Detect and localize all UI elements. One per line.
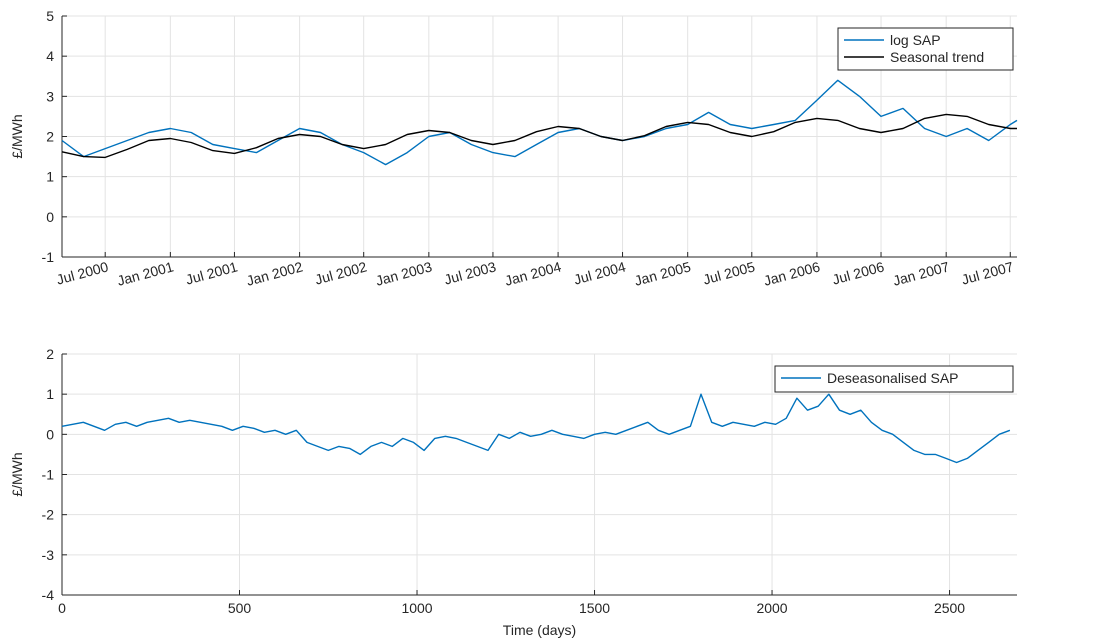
y-tick-label: -1 bbox=[42, 249, 55, 265]
x-tick-label: Jan 2002 bbox=[245, 258, 305, 288]
y-tick-label: -2 bbox=[42, 507, 55, 523]
x-tick-label: 0 bbox=[58, 600, 66, 616]
x-tick-label: Jul 2006 bbox=[831, 258, 886, 287]
y-tick-label: 3 bbox=[46, 88, 54, 104]
x-tick-label: 2000 bbox=[756, 600, 787, 616]
x-tick-label: Jul 2007 bbox=[960, 258, 1015, 287]
legend-label: Deseasonalised SAP bbox=[827, 370, 959, 386]
legend-label: log SAP bbox=[890, 32, 941, 48]
x-tick-label: Jan 2005 bbox=[633, 258, 693, 288]
x-tick-label: 2500 bbox=[934, 600, 965, 616]
y-tick-label: 2 bbox=[46, 129, 54, 145]
y-tick-label: 0 bbox=[46, 209, 54, 225]
x-tick-label: 500 bbox=[228, 600, 252, 616]
y-tick-label: -1 bbox=[42, 467, 55, 483]
x-tick-label: 1000 bbox=[401, 600, 432, 616]
y-tick-label: 2 bbox=[46, 346, 54, 362]
y-axis-label: £/MWh bbox=[9, 452, 25, 496]
x-tick-label: Jul 2005 bbox=[701, 258, 756, 287]
series-line-deseasonalised-sap bbox=[61, 393, 1011, 464]
y-tick-label: 5 bbox=[46, 8, 54, 24]
y-axis-label: £/MWh bbox=[9, 114, 25, 158]
x-tick-label: Jul 2002 bbox=[313, 258, 368, 287]
top-plot: -1 0 1 2 3 4 5 Jul 2000 Jan 2001 Jul 2001 Jan 2002… bbox=[9, 8, 1018, 289]
x-tick-label: Jan 2007 bbox=[891, 258, 951, 288]
y-tick-label: -3 bbox=[42, 547, 55, 563]
y-tick-label: 4 bbox=[46, 48, 54, 64]
x-axis-label: Time (days) bbox=[503, 622, 576, 638]
series-line-log-sap bbox=[61, 79, 1018, 166]
x-tick-label: Jan 2001 bbox=[115, 258, 175, 288]
bottom-plot: -4 -3 -2 -1 0 1 2 0 500 1000 1500 2000 2500 £/MWh Time… bbox=[9, 346, 1017, 638]
x-tick-label: Jul 2001 bbox=[184, 258, 239, 287]
series-line-seasonal-trend bbox=[61, 113, 1017, 159]
y-tick-label: 1 bbox=[46, 386, 54, 402]
x-tick-label: Jan 2006 bbox=[762, 258, 822, 288]
legend-label: Seasonal trend bbox=[890, 49, 984, 65]
x-tick-label: Jan 2003 bbox=[374, 258, 434, 288]
y-tick-label: 1 bbox=[46, 169, 54, 185]
x-tick-label: Jul 2000 bbox=[55, 258, 110, 287]
x-tick-label: 1500 bbox=[579, 600, 610, 616]
x-tick-label: Jul 2003 bbox=[442, 258, 497, 287]
legend-box bbox=[837, 27, 1014, 71]
legend-box bbox=[774, 365, 1014, 393]
x-tick-label: Jul 2004 bbox=[572, 258, 627, 287]
y-tick-label: 0 bbox=[46, 426, 54, 442]
x-tick-label: Jan 2004 bbox=[503, 258, 563, 288]
y-tick-label: -4 bbox=[42, 587, 55, 603]
